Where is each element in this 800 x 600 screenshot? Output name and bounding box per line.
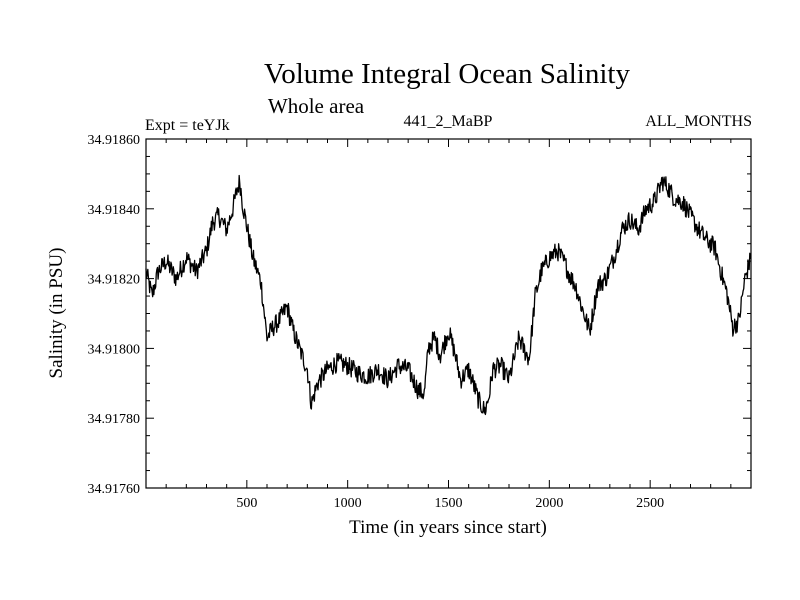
y-tick-label: 34.91860 — [88, 133, 141, 148]
x-axis-label: Time (in years since start) — [349, 517, 547, 538]
x-tick-label: 2000 — [535, 496, 563, 511]
x-tick-label: 1500 — [435, 496, 463, 511]
x-tick-label: 2500 — [636, 496, 664, 511]
series-line-salinity — [145, 174, 752, 416]
plot-frame — [145, 138, 752, 489]
annotation-experiment: Expt = teYJk — [145, 117, 230, 134]
chart-title: Volume Integral Ocean Salinity — [264, 58, 630, 90]
annotation-months: ALL_MONTHS — [645, 113, 752, 130]
y-axis-label: Salinity (in PSU) — [46, 248, 67, 379]
chart-subtitle: Whole area — [268, 94, 365, 118]
y-tick-label: 34.91820 — [88, 273, 141, 288]
y-tick-label: 34.91840 — [88, 203, 141, 218]
y-tick-label: 34.91800 — [88, 342, 141, 357]
y-tick-label: 34.91780 — [88, 412, 141, 427]
x-tick-label: 1000 — [334, 496, 362, 511]
y-tick-label: 34.91760 — [88, 482, 141, 497]
annotation-run-id: 441_2_MaBP — [404, 113, 493, 130]
x-tick-label: 500 — [236, 496, 257, 511]
